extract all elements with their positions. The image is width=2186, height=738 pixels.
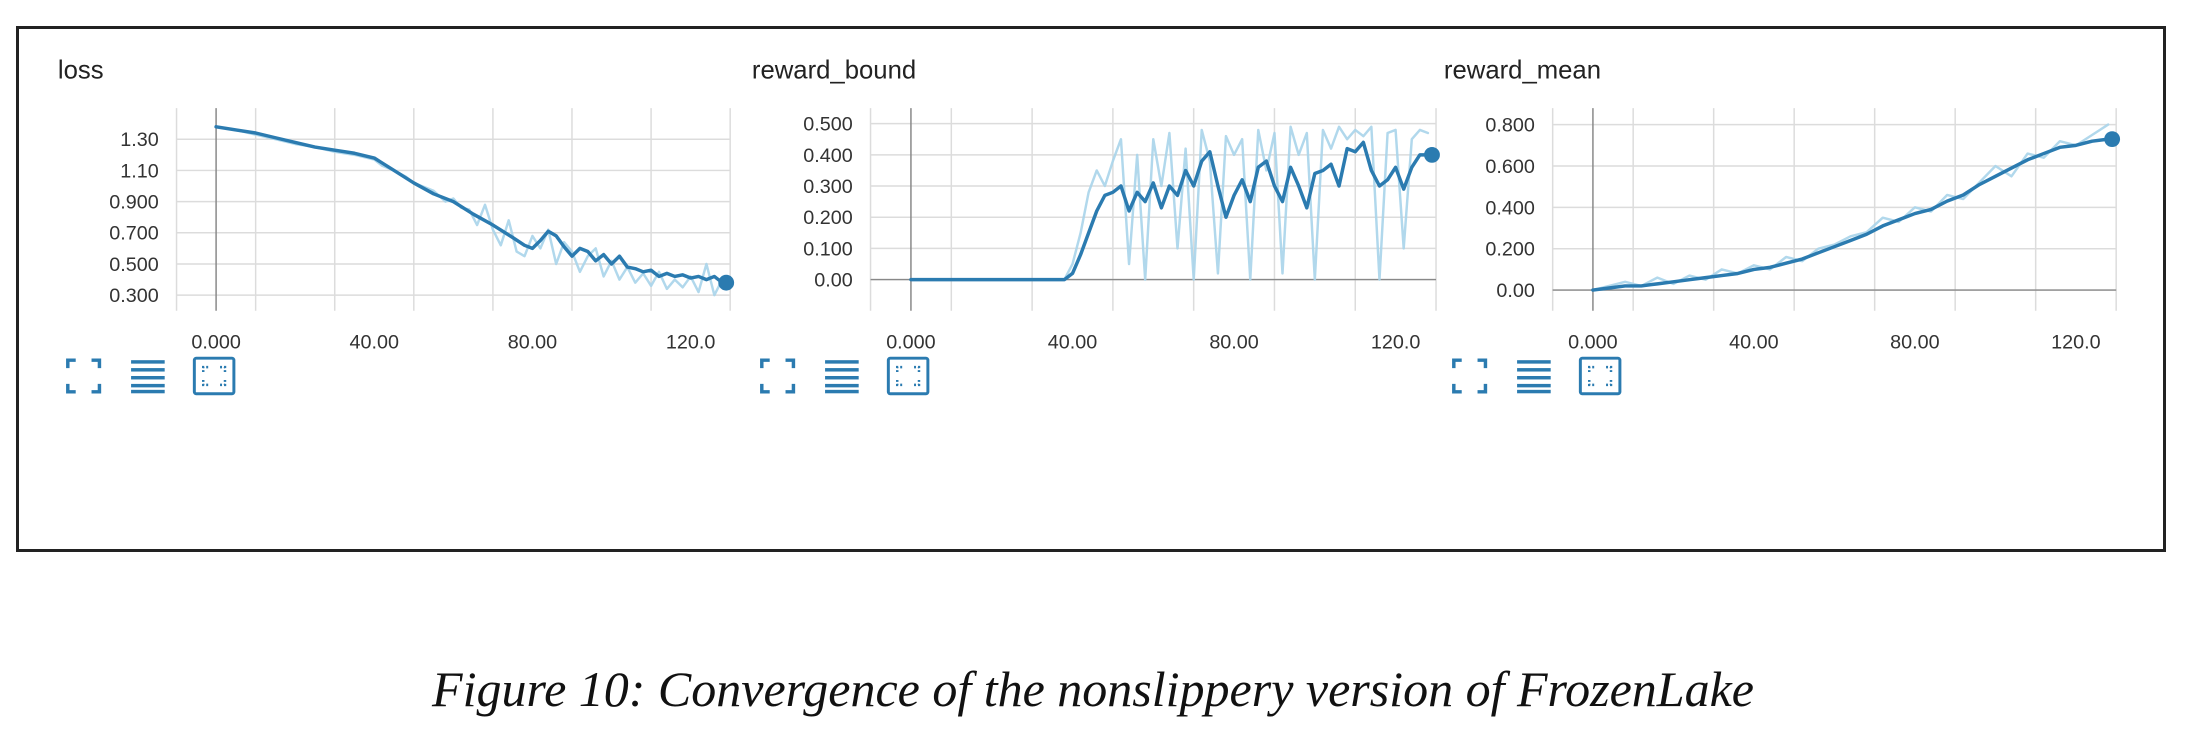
y-tick-label: 0.900 xyxy=(109,192,158,214)
last-value-point[interactable] xyxy=(718,274,735,291)
data-table-icon[interactable] xyxy=(1513,356,1555,396)
x-tick-label: 80.00 xyxy=(1890,331,1939,353)
y-tick-label: 0.400 xyxy=(1485,197,1534,219)
last-value-point[interactable] xyxy=(2104,131,2121,148)
y-tick-label: 0.700 xyxy=(109,223,158,245)
y-tick-label: 1.30 xyxy=(120,129,158,151)
y-tick-label: 0.200 xyxy=(803,207,852,229)
y-tick-label: 0.300 xyxy=(803,176,852,198)
x-tick-label: 40.00 xyxy=(1729,331,1778,353)
y-tick-label: 0.200 xyxy=(1485,239,1534,261)
figure-frame: loss 0.300 0.500 0.700 0.900 1.10 1.30 0.000 40.… xyxy=(16,26,2166,552)
data-table-icon[interactable] xyxy=(127,356,169,396)
x-tick-label: 120.0 xyxy=(2051,331,2100,353)
x-tick-label: 80.00 xyxy=(508,331,557,353)
chart-title: reward_bound xyxy=(752,56,916,84)
chart-reward-mean: reward_mean 0.00 0.200 0.400 0.600 0.800 0.000… xyxy=(1444,56,2121,396)
series-line-smoothed xyxy=(909,140,1434,282)
charts-canvas: loss 0.300 0.500 0.700 0.900 1.10 1.30 0.000 40.… xyxy=(58,56,2121,396)
fit-domain-icon[interactable] xyxy=(1578,356,1622,396)
y-tick-label: 0.300 xyxy=(109,285,158,307)
x-tick-label: 40.00 xyxy=(1048,331,1097,353)
chart-toolbar xyxy=(758,356,930,396)
x-tick-label: 120.0 xyxy=(666,331,715,353)
grid-lines xyxy=(1551,108,2117,311)
y-tick-label: 0.600 xyxy=(1485,156,1534,178)
last-value-point[interactable] xyxy=(1424,146,1440,163)
chart-toolbar xyxy=(64,356,236,396)
y-tick-label: 0.00 xyxy=(814,269,852,291)
figure-caption: Figure 10: Convergence of the nonslipper… xyxy=(432,661,1754,717)
fit-domain-icon[interactable] xyxy=(886,356,930,396)
chart-loss: loss 0.300 0.500 0.700 0.900 1.10 1.30 0.000 40.… xyxy=(58,56,735,396)
y-tick-label: 0.500 xyxy=(109,254,158,276)
y-tick-label: 0.100 xyxy=(803,238,852,260)
x-tick-label: 80.00 xyxy=(1209,331,1258,353)
fit-domain-icon[interactable] xyxy=(192,356,236,396)
fullscreen-icon[interactable] xyxy=(758,356,798,396)
series-line-raw xyxy=(909,125,1430,281)
y-tick-label: 1.10 xyxy=(120,160,158,182)
y-tick-label: 0.00 xyxy=(1496,280,1534,302)
x-tick-label: 0.000 xyxy=(886,331,935,353)
x-tick-label: 0.000 xyxy=(191,331,240,353)
y-tick-label: 0.800 xyxy=(1485,115,1534,137)
chart-title: loss xyxy=(58,56,104,84)
x-tick-label: 120.0 xyxy=(1371,331,1420,353)
x-tick-label: 0.000 xyxy=(1568,331,1617,353)
series-line-smoothed xyxy=(214,125,728,285)
chart-toolbar xyxy=(1450,356,1622,396)
chart-reward-bound: reward_bound 0.00 0.100 0.200 0.300 0.400 0.50… xyxy=(752,56,1440,396)
data-table-icon[interactable] xyxy=(821,356,863,396)
fullscreen-icon[interactable] xyxy=(64,356,104,396)
fullscreen-icon[interactable] xyxy=(1450,356,1490,396)
chart-title: reward_mean xyxy=(1444,56,1601,84)
y-tick-label: 0.500 xyxy=(803,114,852,136)
grid-lines xyxy=(175,108,731,311)
y-tick-label: 0.400 xyxy=(803,145,852,167)
x-tick-label: 40.00 xyxy=(350,331,399,353)
series-line-smoothed xyxy=(1591,137,2114,292)
